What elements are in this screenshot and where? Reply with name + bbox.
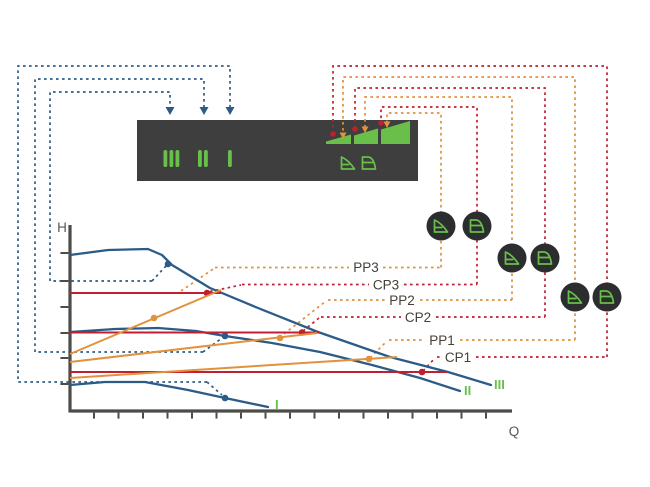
mode-label-cp1: CP1 (445, 350, 471, 365)
mode-icon-pp3-glyph-pp-icon (433, 219, 449, 233)
mode-connector-cp1-seg4 (332, 65, 608, 357)
display-cp-icon (361, 156, 377, 170)
display-ramp-1 (326, 134, 351, 144)
display-speed-bars-ii (198, 150, 202, 167)
mode-connector-pp1-seg2 (369, 340, 388, 359)
pump-curve-label-ii: II (464, 383, 471, 398)
mode-dot-cp3-icon (378, 120, 384, 126)
mode-arrow-pp2-icon (361, 126, 369, 133)
mode-label-pp2: PP2 (389, 293, 415, 308)
display-pp-icon (340, 156, 356, 170)
pump-curve-label-iii: III (494, 377, 505, 392)
mode-icon-pp2-glyph-pp-icon (504, 251, 520, 265)
pp-duty-point-pp2 (276, 334, 284, 342)
pp-line-pp2 (69, 332, 318, 363)
speed-arrow-ii-icon (199, 107, 209, 115)
mode-connector-cp2-seg4 (354, 87, 546, 317)
mode-icon-cp1-glyph-cp-icon (599, 290, 615, 304)
x-axis-label: Q (509, 424, 520, 439)
speed-connector-diagonal-iii (151, 265, 167, 282)
speed-arrow-i-icon (225, 107, 235, 115)
pump-curve-iii (68, 247, 493, 387)
mode-icon-pp1 (560, 282, 590, 312)
pp-line-pp3 (69, 289, 222, 355)
y-axis-label: H (57, 220, 67, 235)
mode-icon-pp3 (426, 211, 456, 241)
display-speed-bars-i (228, 150, 232, 167)
mode-label-cp2: CP2 (405, 310, 431, 325)
mode-arrow-pp3-icon (383, 121, 391, 128)
mode-icon-cp2-glyph-cp-icon (537, 251, 553, 265)
mode-connector-pp2-seg2 (283, 300, 327, 335)
mode-connector-pp1-seg4 (342, 76, 576, 340)
mode-dot-cp1-icon (330, 131, 336, 137)
pump-curve-label-i: I (275, 397, 279, 412)
mode-icon-cp3-glyph-cp-icon (469, 219, 485, 233)
pump-curve-i (68, 380, 270, 409)
mode-connector-pp3-seg4 (386, 112, 442, 268)
display-speed-bars-ii (204, 150, 208, 167)
speed-connector-i (17, 65, 231, 383)
pump-display-panel (137, 120, 418, 181)
mode-label-pp1: PP1 (429, 333, 455, 348)
cp-duty-point-cp1 (418, 368, 426, 376)
display-ramp-2 (354, 128, 378, 144)
mode-connector-cp3-seg2 (209, 284, 242, 293)
mode-arrow-pp1-icon (339, 132, 347, 139)
mode-label-pp3: PP3 (353, 260, 379, 275)
display-speed-bars-iii (163, 150, 168, 167)
mode-dot-cp2-icon (352, 126, 358, 132)
display-speed-bars-iii (175, 150, 180, 167)
speed-arrow-iii-icon (165, 107, 175, 115)
display-ramp-3 (381, 121, 410, 144)
speed-connector-ii (34, 78, 205, 353)
mode-connector-pp2-seg4 (364, 96, 513, 300)
pp-duty-point-pp3 (150, 314, 158, 322)
mode-icon-pp1-glyph-pp-icon (567, 290, 583, 304)
speed-connector-iii (49, 91, 171, 282)
speed-duty-point-i (221, 394, 229, 402)
mode-label-cp3: CP3 (373, 278, 399, 293)
speed-duty-point-iii (164, 260, 172, 268)
display-speed-bars-iii (169, 150, 174, 167)
pp-line-pp1 (69, 356, 398, 379)
pp-duty-point-pp1 (365, 355, 373, 363)
mode-icon-pp2 (497, 243, 527, 273)
speed-duty-point-ii (221, 332, 229, 340)
speed-connector-diagonal-ii (202, 337, 223, 353)
speed-connector-diagonal-i (206, 381, 223, 396)
